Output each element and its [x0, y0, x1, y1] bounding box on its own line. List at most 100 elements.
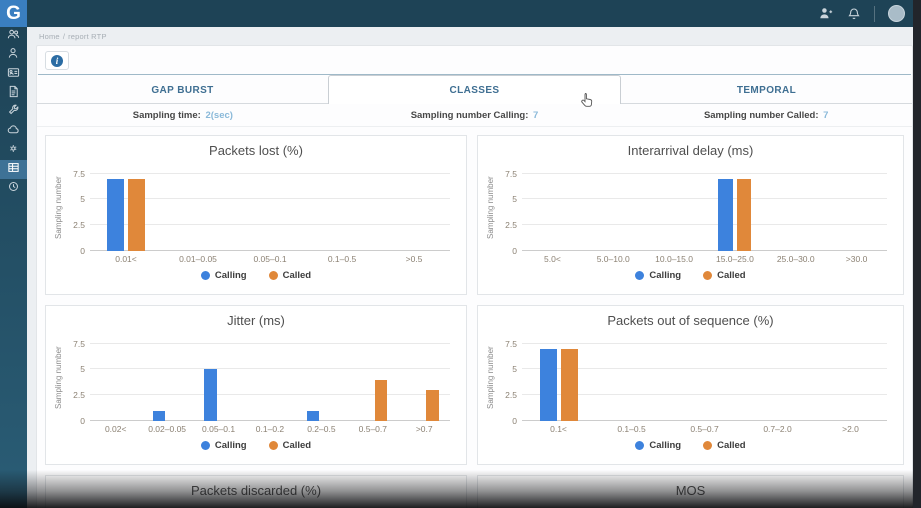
y-axis-title: Sampling number — [54, 346, 63, 410]
y-tick-label: 0 — [80, 246, 85, 256]
bar-calling — [152, 410, 166, 421]
legend-dot — [268, 271, 278, 280]
x-tick-label: 0.7–2.0 — [763, 423, 792, 434]
right-edge-band — [913, 0, 921, 508]
admin-user-icon[interactable] — [818, 6, 833, 21]
x-tick-label: 0.1–0.2 — [255, 423, 285, 434]
x-tick-label: 5.0–10.0 — [596, 253, 630, 264]
gridline — [522, 172, 887, 174]
charts-grid: Packets lost (%) Sampling number 0 2.5 5 7.5 0… — [37, 127, 912, 508]
category-slot — [90, 165, 162, 251]
legend-dot — [268, 441, 278, 450]
bar-calling — [718, 178, 733, 251]
sampling-time-value: 2(sec) — [205, 110, 233, 121]
bar-called — [736, 178, 752, 251]
legend-label: Called — [282, 270, 312, 281]
sidebar-item-table[interactable] — [0, 160, 27, 179]
x-tick-label: 0.05–0.1 — [253, 253, 287, 264]
app-logo[interactable]: G — [0, 0, 27, 27]
gridline — [522, 224, 887, 226]
y-axis-title: Sampling number — [54, 176, 63, 240]
legend-dot — [703, 271, 713, 280]
user-avatar[interactable] — [888, 5, 905, 22]
plot-area — [90, 165, 450, 251]
legend-item-calling: Calling — [200, 270, 247, 281]
chart-body: Sampling number 0 2.5 5 7.5 0.01< 0.01–0.05 0.0… — [54, 165, 458, 266]
y-tick-label: 7.5 — [505, 338, 517, 349]
gridline — [90, 198, 450, 200]
category-slot — [826, 165, 887, 251]
sidebar-item-document[interactable] — [0, 84, 27, 103]
section-divider — [38, 74, 911, 75]
sampling-called-value: 7 — [823, 110, 829, 121]
info-button[interactable]: i — [45, 51, 69, 70]
category-slot — [234, 165, 306, 251]
gridline — [522, 368, 887, 370]
y-tick-label: 7.5 — [73, 168, 85, 179]
legend-dot — [703, 441, 713, 450]
x-tick-label: 0.05–0.1 — [202, 423, 236, 434]
tab-gap-burst[interactable]: GAP BURST — [37, 77, 328, 104]
sidebar-item-gears[interactable] — [0, 141, 27, 160]
user-group-icon — [7, 28, 20, 46]
sidebar — [0, 27, 27, 508]
gears-icon — [7, 142, 20, 160]
table-icon — [7, 161, 20, 179]
x-tick-label: >0.5 — [405, 253, 423, 264]
category-slot — [595, 335, 668, 421]
category-slot — [141, 335, 192, 421]
legend-item-calling: Calling — [200, 440, 247, 451]
legend-label: Calling — [649, 440, 682, 451]
y-tick-label: 0 — [80, 416, 85, 426]
bar-calling — [539, 348, 557, 421]
category-slot — [522, 335, 595, 421]
y-tick-label: 5 — [80, 364, 85, 375]
plot-area — [522, 165, 887, 251]
legend-item-calling: Calling — [635, 440, 681, 451]
x-tick-label: 25.0–30.0 — [776, 253, 815, 264]
chart-legend: Calling Called — [54, 266, 458, 283]
content-card: i GAP BURST CLASSES TEMPORAL Sampling ti… — [36, 45, 913, 508]
sidebar-item-wrench[interactable] — [0, 103, 27, 122]
sidebar-item-user-group[interactable] — [0, 27, 27, 46]
sampling-number-calling: Sampling number Calling: 7 — [329, 110, 621, 121]
category-slot — [378, 165, 450, 251]
legend-label: Called — [717, 440, 746, 451]
category-slot — [296, 335, 347, 421]
gridline — [90, 224, 450, 226]
bar-calling — [107, 178, 124, 251]
tab-classes[interactable]: CLASSES — [328, 75, 621, 104]
legend-dot — [635, 271, 645, 280]
x-tick-label: >2.0 — [842, 423, 859, 434]
x-tick-label: 10.0–15.0 — [655, 253, 693, 264]
bar-called — [374, 379, 388, 421]
bar-called — [560, 348, 578, 421]
chart-legend: Calling Called — [486, 436, 895, 453]
chart-packets-discarded: Packets discarded (%) — [45, 475, 467, 508]
y-tick-label: 7.5 — [73, 338, 85, 349]
x-tick-label: 0.1< — [550, 423, 567, 434]
sidebar-item-cloud[interactable] — [0, 122, 27, 141]
top-bar: G — [0, 0, 921, 27]
y-tick-label: 2.5 — [73, 390, 85, 401]
sidebar-item-user[interactable] — [0, 46, 27, 65]
sidebar-item-history[interactable] — [0, 179, 27, 198]
sidebar-item-id-card[interactable] — [0, 65, 27, 84]
tab-bar: GAP BURST CLASSES TEMPORAL — [37, 75, 912, 104]
sampling-time: Sampling time: 2(sec) — [37, 110, 329, 121]
x-tick-label: 0.02–0.05 — [148, 423, 187, 434]
x-tick-label: 0.01< — [115, 253, 137, 264]
category-slot — [90, 335, 141, 421]
user-icon — [7, 47, 20, 65]
legend-dot — [200, 441, 210, 450]
chart-title: Packets lost (%) — [209, 143, 303, 158]
gridline — [522, 420, 887, 421]
legend-label: Called — [282, 440, 312, 451]
gridline — [522, 342, 887, 344]
info-icon: i — [51, 54, 63, 67]
notifications-bell-icon[interactable] — [846, 6, 861, 21]
tab-temporal[interactable]: TEMPORAL — [621, 77, 912, 104]
breadcrumb-home[interactable]: Home — [39, 32, 60, 41]
gridline — [522, 394, 887, 396]
